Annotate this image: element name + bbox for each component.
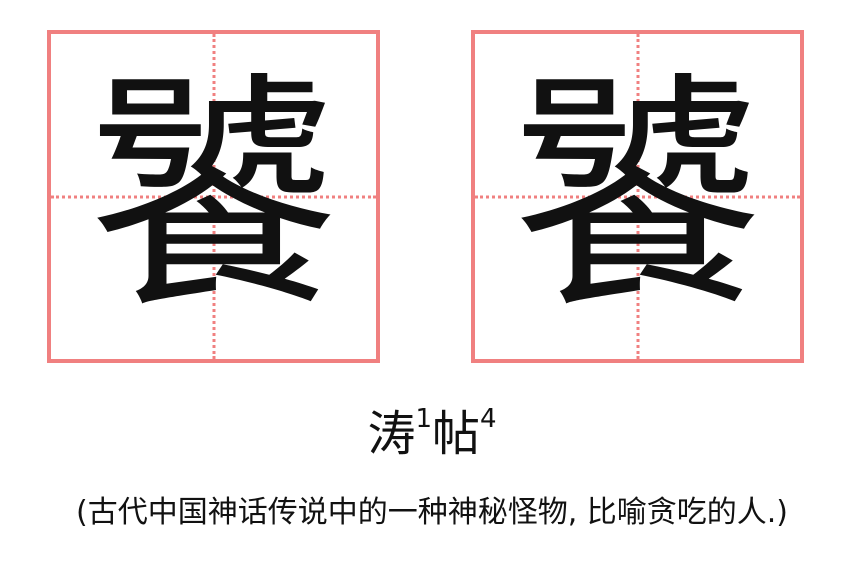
traditional-character-grid: 饕: [47, 30, 380, 363]
pronunciation-tone-1: 1: [415, 404, 432, 434]
pronunciation-tone-2: 4: [480, 404, 497, 434]
traditional-character: 饕: [88, 50, 339, 342]
simplified-character-grid: 饕: [471, 30, 804, 363]
simplified-character: 饕: [512, 50, 763, 342]
pronunciation-syllable-1: 涛: [367, 406, 416, 462]
pronunciation-syllable-2: 帖: [432, 406, 481, 462]
pronunciation-guide: 涛1帖4: [0, 406, 864, 458]
meaning-text: (古代中国神话传说中的一种神秘怪物, 比喻贪吃的人.): [75, 495, 789, 530]
horizontal-guide-line: [475, 195, 800, 198]
horizontal-guide-line: [51, 195, 376, 198]
